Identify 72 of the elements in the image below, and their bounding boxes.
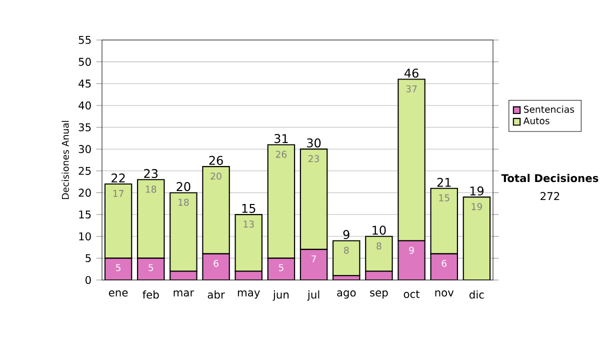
bar bbox=[104, 183, 132, 259]
bar bbox=[462, 196, 491, 280]
data-label: 6 bbox=[214, 260, 218, 267]
x-tick-label: ago bbox=[337, 290, 356, 299]
bar bbox=[234, 214, 262, 272]
data-label: 8 bbox=[376, 242, 382, 250]
y-tick-label: 30 bbox=[78, 145, 91, 154]
y-tick-label: 5 bbox=[86, 254, 91, 262]
x-tick-label: oct bbox=[404, 290, 420, 298]
x-tick-label: abr bbox=[208, 290, 225, 299]
y-tick-label: 20 bbox=[78, 188, 91, 197]
x-tick-label: jul bbox=[307, 290, 320, 301]
y-tick-label: 55 bbox=[78, 36, 91, 44]
data-label: 26 bbox=[276, 150, 287, 158]
bar bbox=[202, 166, 230, 254]
y-tick-label: 10 bbox=[79, 232, 91, 240]
y-axis-title: Decisiones Anual bbox=[62, 120, 69, 199]
data-label: 37 bbox=[406, 85, 417, 92]
legend-label: Sentencias bbox=[524, 106, 574, 113]
total-label: 21 bbox=[437, 178, 451, 187]
data-label: 20 bbox=[210, 172, 222, 180]
x-tick-label: jun bbox=[272, 290, 289, 301]
total-label: 30 bbox=[307, 138, 321, 148]
y-tick-label: 0 bbox=[86, 276, 91, 284]
total-label: 15 bbox=[242, 204, 256, 213]
y-tick-label: 25 bbox=[78, 166, 91, 175]
text: Total Decisiones bbox=[501, 174, 598, 182]
total-label: 19 bbox=[470, 186, 484, 196]
legend-label: Autos bbox=[523, 117, 550, 124]
data-label: 23 bbox=[308, 155, 319, 162]
data-label: 9 bbox=[409, 246, 414, 254]
text: 272 bbox=[540, 192, 560, 200]
total-label: 22 bbox=[112, 173, 125, 182]
data-label: 19 bbox=[472, 203, 482, 210]
bar bbox=[267, 144, 296, 259]
x-tick-label: ene bbox=[108, 290, 128, 297]
bar bbox=[170, 192, 198, 272]
x-tick-label: dic bbox=[469, 290, 484, 299]
bar bbox=[398, 78, 426, 242]
x-tick-label: mar bbox=[174, 290, 194, 297]
total-label: 46 bbox=[404, 68, 418, 78]
data-label: 5 bbox=[116, 264, 120, 272]
x-tick-label: sep bbox=[370, 290, 388, 299]
data-label: 13 bbox=[244, 220, 254, 228]
total-label: 10 bbox=[372, 226, 386, 235]
bar bbox=[430, 188, 458, 254]
total-label: 23 bbox=[144, 168, 158, 178]
bar bbox=[300, 148, 328, 250]
y-tick-label: 15 bbox=[79, 210, 91, 219]
bar bbox=[332, 240, 360, 276]
x-tick-label: nov bbox=[435, 290, 454, 297]
total-label: 9 bbox=[343, 230, 350, 240]
data-label: 5 bbox=[148, 264, 154, 272]
data-label: 18 bbox=[178, 198, 189, 206]
data-label: 8 bbox=[344, 246, 349, 254]
y-tick-label: 45 bbox=[78, 80, 91, 88]
y-tick-label: 50 bbox=[78, 58, 91, 66]
y-tick-label: 35 bbox=[78, 123, 91, 132]
data-label: 15 bbox=[439, 194, 450, 202]
x-tick-label: may bbox=[238, 290, 260, 299]
total-label: 31 bbox=[274, 134, 288, 144]
bar bbox=[137, 179, 165, 259]
data-label: 7 bbox=[312, 256, 316, 262]
bar bbox=[365, 236, 393, 272]
y-tick-label: 40 bbox=[78, 101, 91, 110]
data-label: 6 bbox=[442, 260, 447, 267]
total-label: 26 bbox=[209, 156, 223, 165]
data-label: 17 bbox=[113, 190, 124, 197]
data-label: 18 bbox=[146, 186, 156, 193]
data-label: 5 bbox=[278, 264, 284, 272]
total-label: 20 bbox=[176, 182, 190, 192]
x-tick-label: feb bbox=[142, 290, 159, 299]
